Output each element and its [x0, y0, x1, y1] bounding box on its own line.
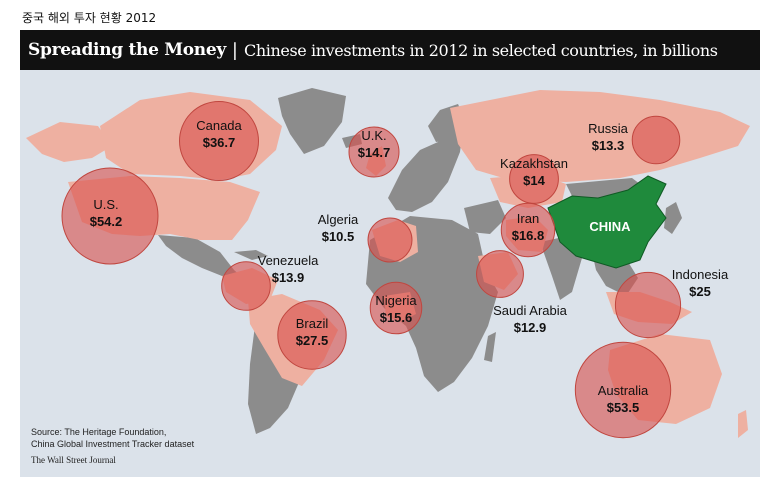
- label-name-australia: Australia: [598, 383, 649, 398]
- bubble-indonesia: [614, 271, 682, 339]
- label-name-iran: Iran: [517, 211, 539, 226]
- bubble-algeria: [367, 217, 413, 263]
- label-value-indonesia: $25: [689, 284, 711, 299]
- investment-labels: Canada $36.7 U.S. $54.2 U.K. $14.7 Russia $13.3…: [90, 118, 729, 415]
- label-name-u-s: U.S.: [93, 197, 118, 212]
- caribbean: [234, 250, 268, 260]
- source-line-2: China Global Investment Tracker dataset: [31, 439, 195, 449]
- label-value-brazil: $27.5: [296, 333, 329, 348]
- investment-bubbles: [61, 101, 682, 439]
- label-value-venezuela: $13.9: [272, 270, 305, 285]
- label-value-algeria: $10.5: [322, 229, 355, 244]
- map-graphic: CHINA Canada $36.7 U.S. $54.2 U.K. $14.7 Russi…: [20, 30, 760, 477]
- label-value-u-s: $54.2: [90, 214, 123, 229]
- label-value-saudi-arabia: $12.9: [514, 320, 547, 335]
- bubble-nigeria: [369, 281, 423, 335]
- japan: [664, 202, 682, 234]
- label-value-russia: $13.3: [592, 138, 625, 153]
- label-value-australia: $53.5: [607, 400, 640, 415]
- bubble-iran: [500, 202, 556, 258]
- middle-east-gray: [464, 200, 506, 234]
- russia-land: [450, 90, 750, 182]
- header-separator: |: [231, 39, 238, 61]
- bubble-russia: [631, 115, 681, 165]
- label-name-kazakhstan: Kazakhstan: [500, 156, 568, 171]
- bubble-kazakhstan: [509, 154, 559, 204]
- label-name-indonesia: Indonesia: [672, 267, 729, 282]
- label-value-u-k: $14.7: [358, 145, 391, 160]
- madagascar: [484, 332, 496, 362]
- header-title: Spreading the Money: [28, 40, 226, 60]
- land-gray: [158, 88, 682, 434]
- bubble-saudi-arabia: [476, 250, 524, 298]
- label-name-algeria: Algeria: [318, 212, 359, 227]
- header-subtitle: Chinese investments in 2012 in selected …: [244, 40, 718, 60]
- label-name-canada: Canada: [196, 118, 242, 133]
- label-value-canada: $36.7: [203, 135, 236, 150]
- china-label: CHINA: [589, 219, 631, 234]
- source-note: Source: The Heritage Foundation, China G…: [31, 426, 194, 450]
- bubble-u-k: [348, 126, 400, 178]
- source-line-1: Source: The Heritage Foundation,: [31, 427, 167, 437]
- world-map: CHINA Canada $36.7 U.S. $54.2 U.K. $14.7 Russi…: [26, 88, 750, 439]
- label-name-venezuela: Venezuela: [258, 253, 319, 268]
- publisher-credit: The Wall Street Journal: [31, 455, 116, 465]
- label-value-kazakhstan: $14: [523, 173, 545, 188]
- label-name-u-k: U.K.: [361, 128, 386, 143]
- label-name-saudi-arabia: Saudi Arabia: [493, 303, 567, 318]
- bubble-venezuela: [221, 261, 271, 311]
- page-caption: 중국 해외 투자 현황 2012: [22, 11, 157, 25]
- europe: [388, 122, 464, 212]
- label-value-nigeria: $15.6: [380, 310, 413, 325]
- label-name-nigeria: Nigeria: [375, 293, 417, 308]
- bubble-canada: [179, 101, 259, 181]
- chart-header: Spreading the Money | Chinese investment…: [20, 30, 760, 70]
- alaska: [26, 122, 112, 162]
- label-name-russia: Russia: [588, 121, 629, 136]
- new-zealand: [738, 410, 748, 438]
- label-name-brazil: Brazil: [296, 316, 329, 331]
- greenland: [278, 88, 346, 154]
- bubble-australia: [574, 341, 672, 439]
- bubble-u-s: [61, 167, 159, 265]
- china-land: [547, 175, 667, 269]
- label-value-iran: $16.8: [512, 228, 545, 243]
- bubble-brazil: [277, 300, 347, 370]
